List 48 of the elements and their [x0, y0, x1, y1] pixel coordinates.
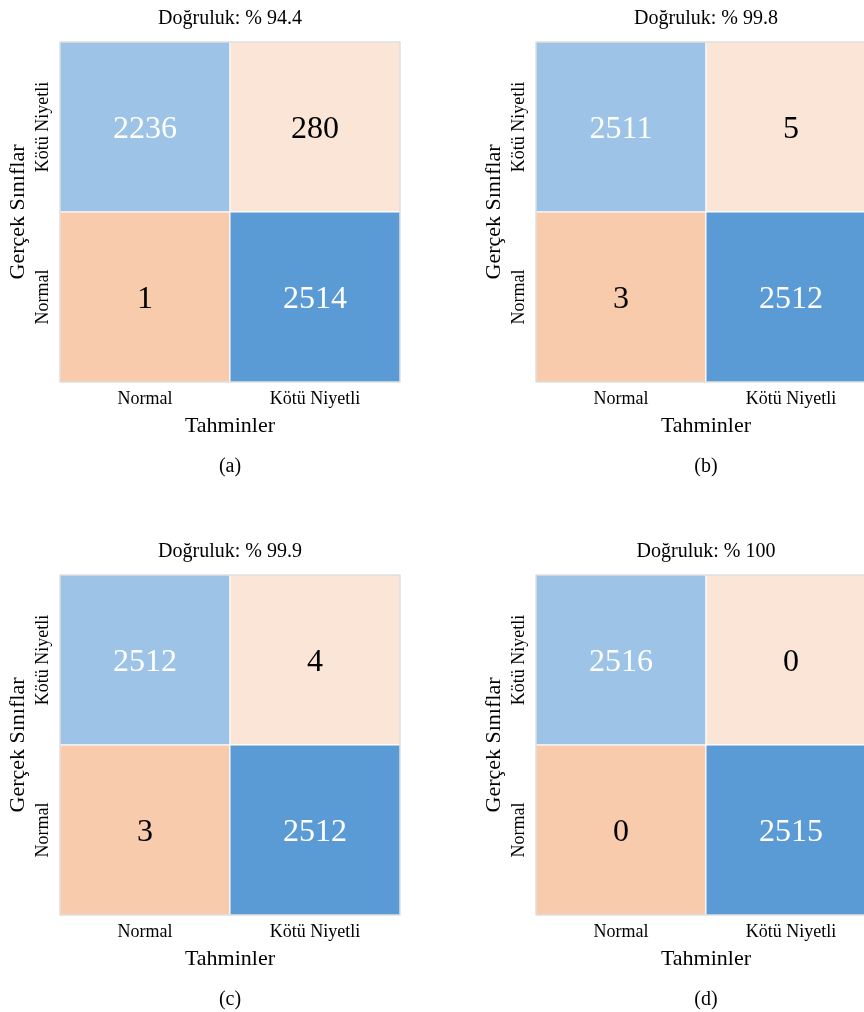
text: (c) — [218, 987, 242, 1010]
y-tick-label: Kötü Niyetli — [32, 614, 52, 706]
data-label: 0 — [613, 812, 629, 849]
x-tick-label: Normal — [593, 388, 649, 408]
y-axis-title: Gerçek Sınıflar — [480, 143, 505, 280]
y-tick-label: Kötü Niyetli — [508, 81, 528, 173]
y-tick-label: Normal — [508, 269, 528, 325]
y-tick-label: Normal — [32, 269, 52, 325]
x-axis-title: Tahminler — [184, 945, 276, 970]
y-tick-label: Kötü Niyetli — [32, 81, 52, 173]
data-label: 3 — [613, 279, 629, 316]
text: (a) — [218, 454, 242, 477]
data-label: 2512 — [283, 812, 347, 849]
x-tick-label: Normal — [593, 921, 649, 941]
data-label: 2512 — [759, 279, 823, 316]
data-label: 2511 — [589, 109, 653, 146]
chart-title: Doğruluk: % 100 — [636, 539, 776, 562]
data-label: 5 — [783, 109, 799, 146]
text: (b) — [694, 454, 718, 477]
x-tick-label: Kötü Niyetli — [269, 921, 361, 941]
x-tick-label: Normal — [117, 921, 173, 941]
y-axis-title: Gerçek Sınıflar — [4, 143, 29, 280]
y-axis-title: Gerçek Sınıflar — [480, 676, 505, 813]
chart-title: Doğruluk: % 99.9 — [158, 539, 302, 562]
y-tick-label: Normal — [32, 802, 52, 858]
chart-title: Doğruluk: % 99.8 — [634, 6, 778, 29]
y-tick-label: Normal — [508, 802, 528, 858]
data-label: 2516 — [589, 642, 653, 679]
x-axis-title: Tahminler — [660, 412, 752, 437]
data-label: 4 — [307, 642, 323, 679]
data-label: 1 — [137, 279, 153, 316]
x-tick-label: Kötü Niyetli — [269, 388, 361, 408]
x-tick-label: Normal — [117, 388, 173, 408]
x-axis-title: Tahminler — [184, 412, 276, 437]
x-tick-label: Kötü Niyetli — [745, 921, 837, 941]
y-axis-title: Gerçek Sınıflar — [4, 676, 29, 813]
text: (d) — [694, 987, 718, 1010]
data-label: 2515 — [759, 812, 823, 849]
data-label: 2512 — [113, 642, 177, 679]
data-label: 3 — [137, 812, 153, 849]
x-axis-title: Tahminler — [660, 945, 752, 970]
data-label: 2236 — [113, 109, 177, 146]
y-tick-label: Kötü Niyetli — [508, 614, 528, 706]
data-label: 280 — [291, 109, 339, 146]
data-label: 0 — [783, 642, 799, 679]
data-label: 2514 — [283, 279, 347, 316]
chart-title: Doğruluk: % 94.4 — [158, 6, 302, 29]
x-tick-label: Kötü Niyetli — [745, 388, 837, 408]
